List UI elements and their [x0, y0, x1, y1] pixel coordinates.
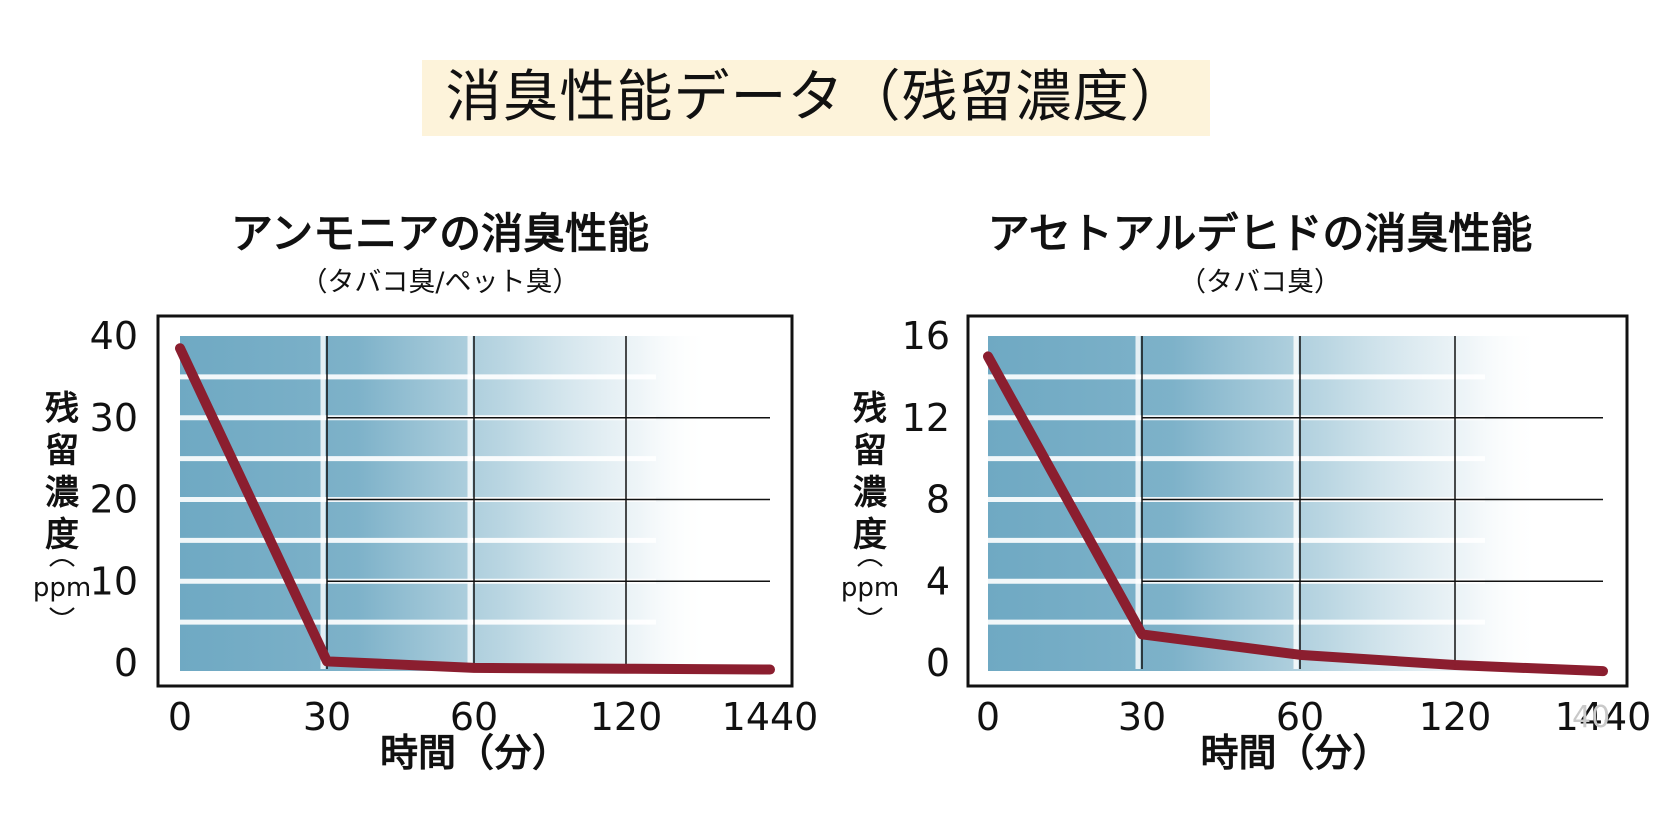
y-tick-label: 0 — [114, 641, 138, 685]
x-tick-label: 0 — [168, 695, 192, 739]
x-tick-label: 60 — [450, 695, 498, 739]
data-point — [769, 668, 771, 671]
chart-1: 40 30 20 10 00 30 60 120 1440 時間（分） 残留濃度 ppm — [33, 314, 819, 775]
x-tick-label: 120 — [590, 695, 663, 739]
y-axis-unit-bracket — [49, 607, 75, 615]
y-axis-label-char: 留 — [853, 431, 887, 471]
y-tick-label: 20 — [90, 478, 138, 522]
x-tick-label: 120 — [1419, 695, 1492, 739]
y-axis-unit: ppm — [841, 573, 899, 603]
data-point — [1141, 633, 1143, 636]
y-tick-label: 12 — [902, 396, 950, 440]
chart-1-title: アンモニアの消臭性能 — [230, 209, 650, 258]
data-point — [1454, 664, 1456, 667]
page-title: 消臭性能データ（残留濃度） — [422, 60, 1210, 136]
y-axis-label-char: 度 — [853, 515, 887, 555]
x-tick-label: 60 — [1276, 695, 1324, 739]
data-point — [1602, 670, 1604, 673]
x-tick-label: 0 — [976, 695, 1000, 739]
data-point — [179, 347, 181, 350]
y-axis-label-char: 濃 — [45, 473, 80, 513]
y-axis-label-char: 残 — [45, 389, 79, 429]
chart-2-title: アセトアルデヒドの消臭性能 — [987, 209, 1533, 258]
y-tick-label: 16 — [902, 314, 950, 358]
y-axis-label-char: 濃 — [853, 473, 888, 513]
data-point — [326, 660, 328, 663]
page-number: 40 — [1572, 700, 1611, 735]
y-tick-label: 10 — [90, 559, 138, 603]
chart-2-subtitle: （タバコ臭） — [1179, 267, 1341, 298]
x-tick-label: 1440 — [722, 695, 819, 739]
y-tick-label: 30 — [90, 396, 138, 440]
x-tick-label: 1440 — [1555, 695, 1652, 739]
y-axis-unit-bracket — [49, 559, 75, 567]
x-tick-label: 30 — [303, 695, 351, 739]
y-axis-label-char: 残 — [853, 389, 887, 429]
y-tick-label: 40 — [90, 314, 138, 358]
plot-frame-1 — [156, 314, 794, 688]
y-axis-unit: ppm — [33, 573, 91, 603]
y-axis-label-char: 度 — [45, 515, 79, 555]
x-axis-label: 時間（分） — [1200, 731, 1390, 775]
plot-frame-2 — [966, 314, 1629, 688]
y-tick-label: 0 — [926, 641, 950, 685]
y-axis-label-char: 留 — [45, 431, 79, 471]
y-axis-unit-bracket — [857, 607, 883, 615]
y-tick-label: 8 — [926, 478, 950, 522]
chart-1-subtitle: （タバコ臭/ペット臭） — [300, 267, 580, 298]
data-point — [1299, 653, 1301, 656]
y-axis-unit-bracket — [857, 559, 883, 567]
plot-background-1 — [180, 336, 770, 671]
x-axis-label: 時間（分） — [380, 731, 570, 775]
data-point — [625, 667, 627, 670]
data-point — [987, 355, 989, 358]
x-tick-label: 30 — [1118, 695, 1166, 739]
y-tick-label: 4 — [926, 559, 950, 603]
data-point — [473, 666, 475, 669]
